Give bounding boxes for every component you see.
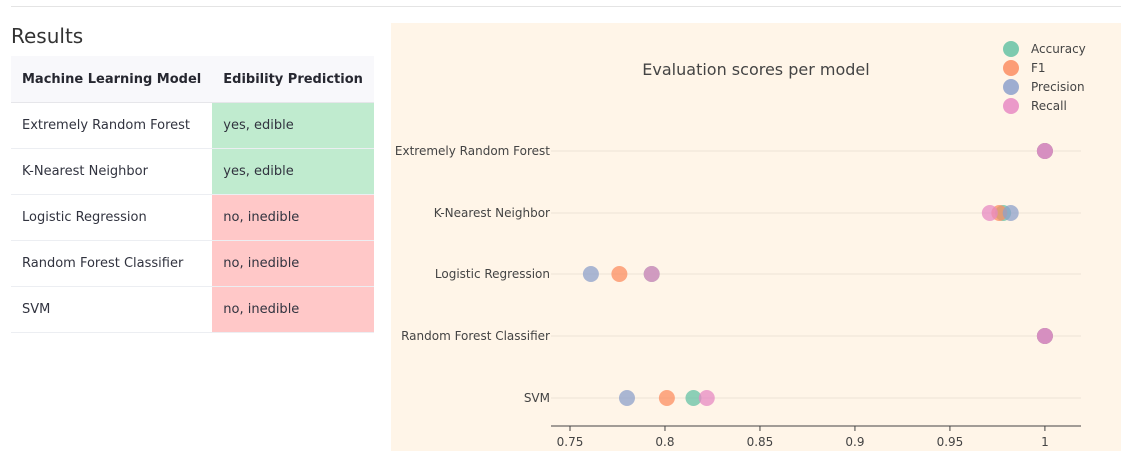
legend-marker-recall[interactable] [1003, 98, 1019, 114]
table-row: SVM no, inedible [11, 286, 374, 333]
table-row: K-Nearest Neighbor yes, edible [11, 148, 374, 195]
legend-label-accuracy[interactable]: Accuracy [1031, 42, 1086, 56]
y-tick-label: K-Nearest Neighbor [434, 206, 550, 220]
data-point-precision[interactable] [582, 266, 599, 282]
y-tick-label: SVM [524, 391, 550, 405]
prediction-cell: no, inedible [212, 286, 374, 333]
x-tick-label: 0.8 [655, 435, 674, 449]
legend-label-f1[interactable]: F1 [1031, 61, 1046, 75]
data-point-recall[interactable] [981, 205, 998, 221]
x-tick-label: 0.95 [937, 435, 964, 449]
x-tick-label: 1 [1041, 435, 1049, 449]
prediction-cell: yes, edible [212, 102, 374, 149]
table-row: Extremely Random Forest yes, edible [11, 102, 374, 149]
legend-marker-f1[interactable] [1003, 60, 1019, 76]
model-cell: K-Nearest Neighbor [11, 148, 213, 195]
x-axis: 0.75 0.8 0.85 0.9 0.95 1 [551, 425, 1081, 449]
model-cell: Extremely Random Forest [11, 102, 213, 149]
legend-marker-precision[interactable] [1003, 79, 1019, 95]
legend-label-precision[interactable]: Precision [1031, 80, 1085, 94]
data-point-recall[interactable] [698, 390, 715, 406]
column-header-prediction: Edibility Prediction [212, 56, 374, 103]
prediction-cell: yes, edible [212, 148, 374, 195]
legend-marker-accuracy[interactable] [1003, 41, 1019, 57]
prediction-cell: no, inedible [212, 240, 374, 287]
data-point-recall[interactable] [643, 266, 660, 282]
data-point-f1[interactable] [658, 390, 675, 406]
legend[interactable]: Accuracy F1 Precision Recall [1003, 41, 1086, 114]
y-tick-label: Extremely Random Forest [395, 144, 550, 158]
evaluation-chart: Evaluation scores per model Extremely Ra… [391, 23, 1121, 451]
data-point-recall[interactable] [1036, 328, 1053, 344]
table-row: Random Forest Classifier no, inedible [11, 240, 374, 287]
y-tick-label: Logistic Regression [435, 267, 550, 281]
prediction-cell: no, inedible [212, 194, 374, 241]
x-tick-label: 0.9 [845, 435, 864, 449]
data-points [582, 143, 1053, 406]
top-divider [11, 6, 1121, 7]
chart-background [391, 23, 1121, 451]
data-point-accuracy[interactable] [685, 390, 702, 406]
legend-label-recall[interactable]: Recall [1031, 99, 1067, 113]
table-row: Logistic Regression no, inedible [11, 194, 374, 241]
data-point-precision[interactable] [618, 390, 635, 406]
data-point-precision[interactable] [1002, 205, 1019, 221]
y-tick-label: Random Forest Classifier [401, 329, 550, 343]
evaluation-chart-svg: Evaluation scores per model Extremely Ra… [391, 23, 1121, 451]
column-header-model: Machine Learning Model [11, 56, 213, 103]
data-point-f1[interactable] [611, 266, 628, 282]
data-point-recall[interactable] [1036, 143, 1053, 159]
model-cell: SVM [11, 286, 213, 333]
y-axis-labels: Extremely Random Forest K-Nearest Neighbo… [395, 144, 550, 405]
x-tick-label: 0.85 [747, 435, 774, 449]
results-table: Machine Learning Model Edibility Predict… [11, 56, 374, 333]
grid-lines [551, 150, 1081, 399]
chart-title: Evaluation scores per model [642, 60, 869, 79]
model-cell: Random Forest Classifier [11, 240, 213, 287]
x-tick-label: 0.75 [557, 435, 584, 449]
results-heading: Results [11, 24, 84, 48]
model-cell: Logistic Regression [11, 194, 213, 241]
table-header-row: Machine Learning Model Edibility Predict… [11, 56, 374, 103]
